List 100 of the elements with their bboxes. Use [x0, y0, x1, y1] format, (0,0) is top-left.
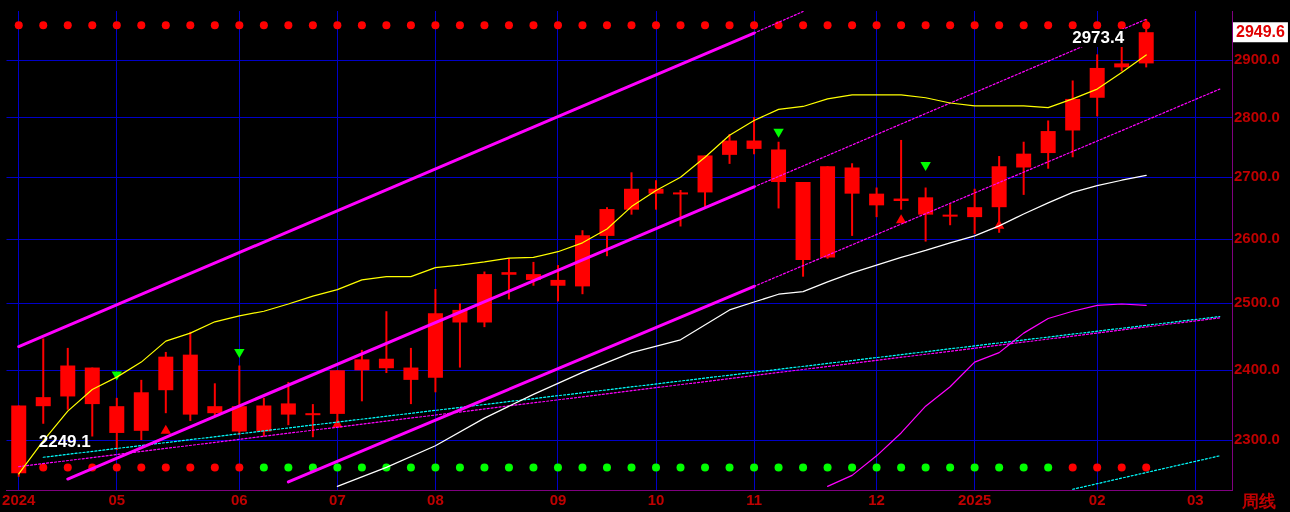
x-tick-label: 02: [1088, 491, 1106, 509]
point: [1019, 463, 1028, 472]
point: [750, 463, 759, 472]
point: [357, 21, 366, 30]
point: [480, 463, 489, 472]
point: [1044, 463, 1053, 472]
point: [725, 463, 734, 472]
point: [872, 463, 881, 472]
point: [676, 463, 685, 472]
point: [774, 21, 783, 30]
point: [872, 21, 881, 30]
point: [259, 463, 268, 472]
point: [259, 21, 268, 30]
point: [773, 128, 784, 138]
point: [774, 463, 783, 472]
point: [406, 21, 415, 30]
point: [946, 463, 955, 472]
y-tick-label: 2400.0: [1234, 360, 1280, 378]
y-tick-label: 2900.0: [1234, 50, 1280, 68]
point: [799, 21, 808, 30]
point: [333, 463, 342, 472]
point: [161, 21, 170, 30]
point: [553, 463, 562, 472]
point: [946, 21, 955, 30]
point: [921, 21, 930, 30]
text: 2949.6: [1236, 22, 1286, 40]
point: [995, 21, 1004, 30]
candlestick: [35, 338, 51, 424]
point: [848, 21, 857, 30]
point: [333, 21, 342, 30]
x-tick-label: 09: [549, 491, 567, 509]
point: [652, 463, 661, 472]
point: [234, 348, 245, 358]
point: [897, 463, 906, 472]
x-tick-label: 2024: [2, 491, 37, 509]
point: [920, 162, 931, 172]
annotation: 2973.4: [1072, 27, 1125, 47]
point: [701, 463, 710, 472]
point: [602, 21, 611, 30]
point: [1044, 21, 1053, 30]
point: [14, 21, 23, 30]
y-tick-label: 2600.0: [1234, 229, 1280, 247]
point: [970, 21, 979, 30]
point: [504, 463, 513, 472]
point: [578, 463, 587, 472]
y-tick-label: 2800.0: [1234, 107, 1280, 125]
point: [627, 463, 636, 472]
point: [1019, 21, 1028, 30]
point: [750, 21, 759, 30]
point: [1093, 21, 1102, 30]
point: [88, 21, 97, 30]
point: [137, 21, 146, 30]
x-tick-label: 10: [647, 491, 665, 509]
point: [39, 21, 48, 30]
point: [235, 21, 244, 30]
y-tick-label: 2700.0: [1234, 167, 1280, 185]
y-tick-label: 2500.0: [1234, 293, 1280, 311]
y-tick-label: 2300.0: [1234, 430, 1280, 448]
x-tick-label: 2025: [957, 491, 992, 509]
x-tick-label: 08: [427, 491, 444, 509]
point: [382, 21, 391, 30]
point: [431, 463, 440, 472]
point: [529, 463, 538, 472]
point: [357, 463, 366, 472]
point: [995, 463, 1004, 472]
point: [921, 463, 930, 472]
point: [160, 424, 171, 434]
point: [406, 463, 415, 472]
x-tick-label: 07: [329, 491, 346, 509]
x-tick-label: 06: [230, 491, 248, 509]
point: [480, 21, 489, 30]
point: [63, 21, 72, 30]
point: [701, 21, 710, 30]
point: [799, 463, 808, 472]
point: [529, 21, 538, 30]
point: [652, 21, 661, 30]
x-tick-label: 11: [746, 491, 762, 509]
point: [725, 21, 734, 30]
x-tick-label: 03: [1186, 491, 1204, 509]
point: [284, 21, 293, 30]
point: [602, 463, 611, 472]
point: [897, 21, 906, 30]
point: [553, 21, 562, 30]
x-tick-label: 12: [868, 491, 885, 509]
point: [284, 463, 293, 472]
point: [848, 463, 857, 472]
point: [578, 21, 587, 30]
candlestick: [942, 204, 958, 226]
point: [112, 21, 121, 30]
point: [455, 463, 464, 472]
point: [186, 21, 195, 30]
point: [970, 463, 979, 472]
point: [308, 463, 317, 472]
point: [455, 21, 464, 30]
point: [676, 21, 685, 30]
point: [1068, 21, 1077, 30]
point: [823, 463, 832, 472]
point: [823, 21, 832, 30]
point: [895, 214, 907, 224]
point: [627, 21, 636, 30]
